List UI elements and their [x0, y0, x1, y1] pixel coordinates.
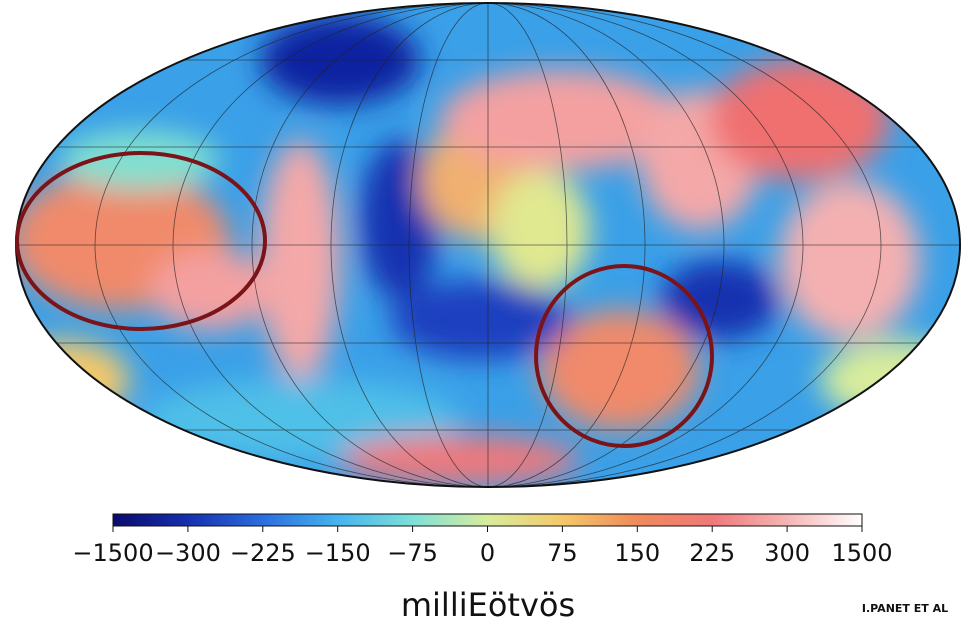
colorbar-tick-label: 150 — [614, 539, 660, 567]
unit-label: milliEötvös — [401, 586, 575, 624]
colorbar-tick-label: −150 — [305, 539, 371, 567]
colorbar-tick-label: 300 — [764, 539, 810, 567]
highlight-circle — [15, 151, 267, 331]
colorbar-tick-label: 0 — [480, 539, 495, 567]
colorbar-tick-label: 1500 — [831, 539, 892, 567]
colorbar-ticks: −1500 −300 −225 −150 −75 0 75 150 225 300 1500 — [72, 526, 893, 567]
colorbar-tick-label: 75 — [547, 539, 578, 567]
colorbar-tick-label: −1500 — [72, 539, 153, 567]
gravity-map — [16, 3, 960, 487]
credit: I.PANET ET AL — [862, 602, 948, 615]
colorbar-tick-label: 225 — [689, 539, 735, 567]
colorbar-tick-label: −300 — [155, 539, 221, 567]
colorbar — [112, 513, 863, 527]
colorbar-tick-label: −75 — [387, 539, 438, 567]
highlight-circle — [534, 264, 714, 448]
colorbar-tick-label: −225 — [230, 539, 296, 567]
